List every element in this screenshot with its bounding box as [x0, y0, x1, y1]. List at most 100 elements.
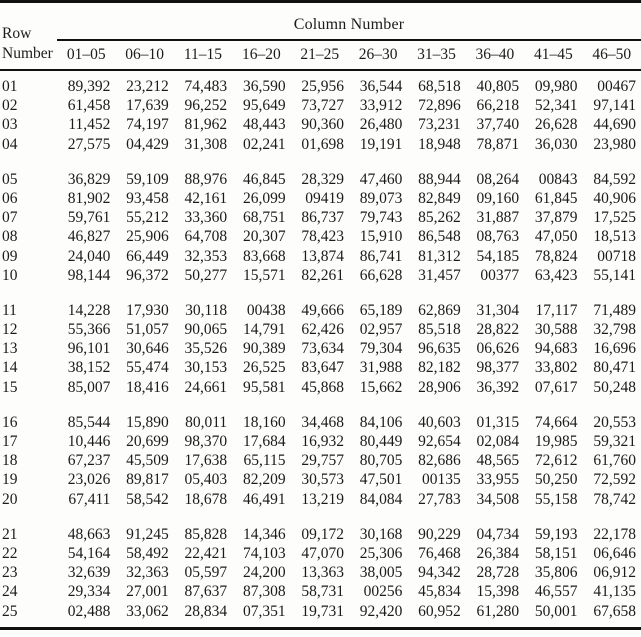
- random-number-cell: 24,040: [67, 247, 111, 265]
- random-number-cell: 31,308: [184, 135, 228, 153]
- random-number-cell: 02,488: [67, 602, 111, 620]
- random-number-cell: 95,581: [242, 378, 286, 396]
- random-number-cell: 78,742: [593, 490, 637, 508]
- row-number-cell: 21: [2, 525, 18, 543]
- random-number-cell: 37,879: [534, 209, 578, 227]
- random-number-cell: 17,525: [593, 209, 637, 227]
- random-number-cell: 36,392: [476, 378, 520, 396]
- random-number-cell: 98,370: [184, 433, 228, 450]
- random-number-cell: 18,513: [593, 228, 637, 246]
- random-number-cell: 98,144: [67, 266, 111, 284]
- random-number-cell: 58,492: [126, 544, 169, 562]
- random-number-cell: 73,231: [418, 116, 461, 134]
- random-number-cell: 58,731: [301, 583, 344, 601]
- random-number-cell: 72,592: [593, 471, 637, 489]
- random-number-cell: 28,329: [301, 170, 344, 188]
- table-row: 02 61,458 17,639 96,252 95,649 73,727 33,912 72…: [0, 97, 641, 116]
- table-body: 01 89,392 23,212 74,483 36,590 25,956 36,544 68…: [0, 70, 641, 628]
- random-number-cell: 34,468: [301, 413, 344, 431]
- random-number-cell: 40,906: [593, 189, 637, 207]
- random-number-cell: 55,158: [534, 490, 578, 508]
- row-number-cell: 23: [2, 564, 18, 582]
- random-number-cell: 50,248: [593, 378, 637, 396]
- random-number-cell: 05,403: [184, 471, 228, 489]
- random-number-cell: 28,906: [418, 378, 461, 396]
- random-number-cell: 31,304: [476, 301, 520, 319]
- table-row: 17 10,446 20,699 98,370 17,684 16,932 80,449 92…: [0, 432, 641, 451]
- random-number-cell: 30,153: [184, 359, 228, 377]
- row-number-cell: 19: [2, 471, 18, 489]
- random-number-cell: 27,001: [126, 583, 169, 601]
- random-number-cell: 90,360: [301, 116, 344, 134]
- random-number-cell: 22,178: [593, 525, 637, 543]
- random-number-cell: 90,229: [418, 525, 461, 543]
- row-number-cell: 03: [2, 116, 18, 134]
- random-number-cell: 82,209: [242, 471, 286, 489]
- random-number-cell: 44,690: [593, 116, 637, 134]
- random-number-cell: 24,200: [242, 564, 286, 582]
- random-number-cell: 59,109: [126, 170, 169, 188]
- random-number-cell: 55,474: [126, 359, 169, 377]
- table-row: 04 27,575 04,429 31,308 02,241 01,698 19,191 18…: [0, 135, 641, 154]
- random-number-cell: 01,315: [476, 413, 520, 431]
- random-number-cell: 08,264: [476, 170, 520, 188]
- random-number-cell: 98,377: [476, 359, 520, 377]
- random-number-cell: 96,101: [67, 340, 111, 358]
- random-number-cell: 80,471: [593, 359, 637, 377]
- random-number-cell: 13,219: [301, 490, 344, 508]
- row-number-cell: 06: [2, 189, 18, 207]
- random-number-cell: 85,007: [67, 378, 111, 396]
- random-number-cell: 55,141: [593, 266, 637, 284]
- random-number-cell: 01,698: [301, 135, 344, 153]
- random-number-cell: 84,592: [593, 170, 637, 188]
- table-row: 03 11,452 74,197 81,962 48,443 90,360 26,480 73…: [0, 116, 641, 135]
- random-number-cell: 46,557: [534, 583, 578, 601]
- random-number-cell: 17,638: [184, 452, 228, 470]
- table-row: 11 14,228 17,930 30,118 00438 49,666 65,189 62,…: [0, 301, 641, 320]
- random-number-cell: 74,197: [126, 116, 169, 134]
- row-number-cell: 04: [2, 135, 18, 153]
- random-number-cell: 47,070: [301, 544, 344, 562]
- random-number-cell: 84,084: [359, 490, 403, 508]
- random-number-cell: 37,740: [476, 116, 520, 134]
- random-number-cell: 15,662: [359, 378, 403, 396]
- table-row: 18 67,237 45,509 17,638 65,115 29,757 80,705 82…: [0, 452, 641, 471]
- random-number-cell: 09,980: [534, 78, 578, 95]
- random-number-cell: 96,252: [184, 97, 228, 115]
- table-row: 12 55,366 51,057 90,065 14,791 62,426 02,957 85…: [0, 320, 641, 339]
- random-number-cell: 79,304: [359, 340, 403, 358]
- random-number-cell: 87,637: [184, 583, 228, 601]
- random-number-cell: 18,160: [242, 413, 286, 431]
- random-number-cell: 40,805: [476, 78, 520, 95]
- random-number-cell: 02,084: [476, 433, 520, 450]
- row-number-cell: 20: [2, 490, 18, 508]
- random-number-cell: 93,458: [126, 189, 169, 207]
- row-number-cell: 02: [2, 97, 18, 115]
- random-number-cell: 32,639: [67, 564, 111, 582]
- random-number-cell: 46,827: [67, 228, 111, 246]
- row-number-cell: 17: [2, 433, 18, 450]
- random-number-cell: 68,518: [418, 78, 461, 95]
- random-number-cell: 33,360: [184, 209, 228, 227]
- row-number-cell: 13: [2, 340, 18, 358]
- random-number-cell: 50,250: [534, 471, 578, 489]
- random-number-cell: 04,734: [476, 525, 520, 543]
- random-number-cell: 46,845: [242, 170, 286, 188]
- random-number-cell: 26,628: [534, 116, 578, 134]
- random-number-cell: 90,065: [184, 321, 228, 339]
- table-row: 22 54,164 58,492 22,421 74,103 47,070 25,306 76…: [0, 544, 641, 563]
- random-number-cell: 82,849: [418, 189, 461, 207]
- random-number-cell: 67,411: [68, 490, 111, 508]
- random-number-cell: 66,628: [359, 266, 403, 284]
- row-number-cell: 25: [2, 602, 18, 620]
- column-number-title: Column Number: [57, 1, 641, 41]
- random-number-cell: 49,666: [301, 301, 344, 319]
- random-number-cell: 62,426: [301, 321, 344, 339]
- random-number-cell: 96,635: [418, 340, 461, 358]
- row-number-cell: 15: [2, 378, 18, 396]
- row-number-cell: 16: [2, 413, 18, 431]
- random-number-cell: 07,617: [534, 378, 578, 396]
- table-row: 05 36,829 59,109 88,976 46,845 28,329 47,460 88…: [0, 170, 641, 189]
